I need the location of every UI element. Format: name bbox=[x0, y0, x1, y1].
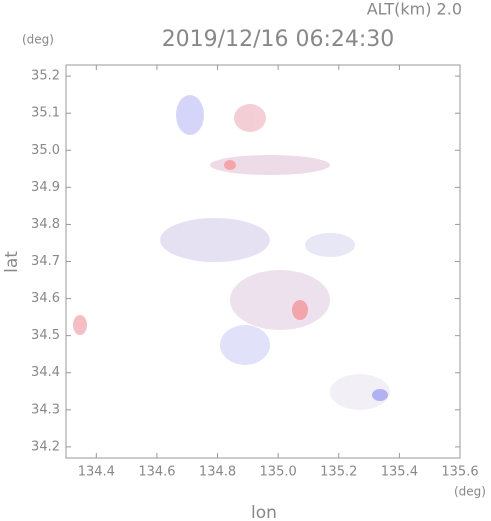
chart-title: 2019/12/16 06:24:30 bbox=[162, 27, 395, 52]
y-tick-label: 34.5 bbox=[31, 328, 60, 343]
y-tick-label: 34.7 bbox=[31, 254, 60, 269]
y-tick-label: 34.4 bbox=[31, 365, 60, 380]
y-tick-label: 35.0 bbox=[31, 143, 60, 158]
x-tick-label: 135.2 bbox=[320, 465, 357, 480]
x-tick-label: 135.4 bbox=[381, 465, 418, 480]
x-tick-label: 134.6 bbox=[138, 465, 175, 480]
x-unit: (deg) bbox=[454, 485, 486, 499]
x-tick-label: 135.0 bbox=[260, 465, 297, 480]
x-axis-label: lon bbox=[251, 503, 277, 521]
y-tick-label: 34.3 bbox=[31, 402, 60, 417]
y-tick-label: 34.8 bbox=[31, 217, 60, 232]
x-tick-label: 134.4 bbox=[78, 465, 115, 480]
y-tick-label: 35.2 bbox=[31, 69, 60, 84]
echo-field bbox=[73, 95, 390, 410]
y-tick-label: 35.1 bbox=[31, 106, 60, 121]
x-tick-label: 135.6 bbox=[441, 465, 478, 480]
y-tick-label: 34.6 bbox=[31, 291, 60, 306]
y-tick-label: 34.2 bbox=[31, 439, 60, 454]
y-axis-label: lat bbox=[2, 251, 22, 273]
header: ALT(km) 2.0 bbox=[367, 0, 462, 19]
y-tick-label: 34.9 bbox=[31, 180, 60, 195]
y-unit: (deg) bbox=[22, 33, 54, 47]
x-tick-label: 134.8 bbox=[199, 465, 236, 480]
